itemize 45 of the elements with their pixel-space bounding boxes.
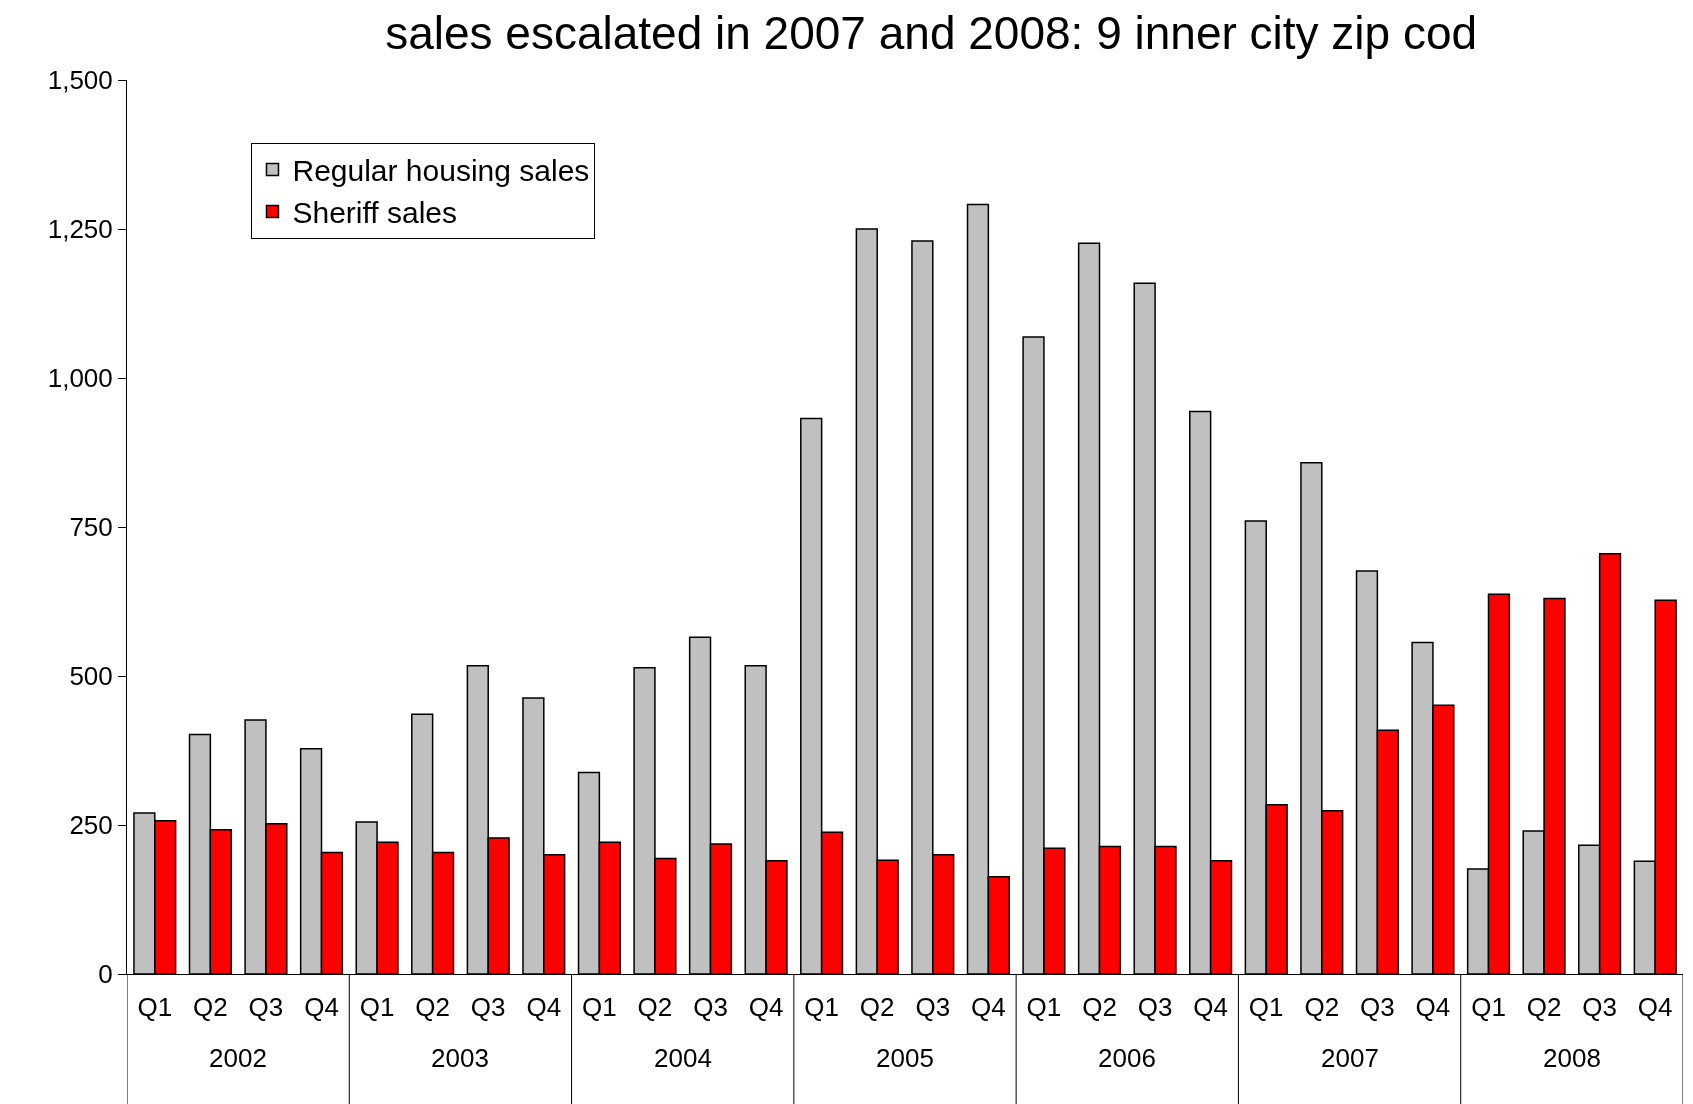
text: 2008 xyxy=(1543,1043,1601,1073)
x-tick-label: Q4 xyxy=(526,992,562,1023)
x-tick-label: Q1 xyxy=(1248,992,1284,1023)
x-tick-label: Q1 xyxy=(582,992,617,1023)
y-tick-label: 250 xyxy=(69,810,113,841)
chart-title: sales escalated in 2007 and 2008: 9 inner city zip cod xyxy=(385,6,1478,59)
x-tick-label: Q4 xyxy=(1415,992,1451,1023)
legend-label: Sheriff sales xyxy=(292,196,458,230)
text: 2002 xyxy=(209,1043,267,1073)
x-tick-label: Q2 xyxy=(1304,992,1340,1023)
x-tick-label: Q1 xyxy=(359,992,395,1023)
x-tick-label: Q4 xyxy=(1637,992,1673,1023)
y-tick-label: 0 xyxy=(98,959,113,990)
x-tick-label: Q3 xyxy=(915,992,951,1023)
x-tick-label: Q3 xyxy=(1137,992,1173,1023)
x-tick-label: Q3 xyxy=(248,992,284,1023)
legend-label: Regular housing sales xyxy=(292,154,590,188)
x-tick-label: Q1 xyxy=(1026,992,1062,1023)
x-tick-label: Q2 xyxy=(415,992,450,1023)
x-tick-label: Q1 xyxy=(1471,992,1506,1023)
y-tick-label: 750 xyxy=(69,512,113,543)
y-tick-label: 1,250 xyxy=(47,214,113,245)
text: 2006 xyxy=(1098,1043,1156,1073)
text: 2007 xyxy=(1321,1043,1379,1073)
x-tick-label: Q2 xyxy=(859,992,895,1023)
x-tick-label: Q3 xyxy=(1582,992,1617,1023)
x-tick-label: Q2 xyxy=(1082,992,1117,1023)
x-tick-label: Q3 xyxy=(1360,992,1395,1023)
x-tick-label: Q2 xyxy=(637,992,673,1023)
text: 2003 xyxy=(431,1043,489,1073)
x-tick-label: Q4 xyxy=(971,992,1006,1023)
y-tick-label: 500 xyxy=(69,661,113,692)
x-tick-label: Q1 xyxy=(137,992,173,1023)
y-tick-label: 1,000 xyxy=(47,363,113,394)
text: 2005 xyxy=(876,1043,934,1073)
x-tick-label: Q3 xyxy=(470,992,506,1023)
y-tick-label: 1,500 xyxy=(47,65,113,96)
x-tick-label: Q2 xyxy=(1526,992,1562,1023)
x-tick-label: Q1 xyxy=(804,992,839,1023)
x-tick-label: Q3 xyxy=(693,992,728,1023)
x-tick-label: Q4 xyxy=(1193,992,1228,1023)
x-tick-label: Q4 xyxy=(304,992,339,1023)
x-tick-label: Q4 xyxy=(748,992,784,1023)
x-tick-label: Q2 xyxy=(193,992,228,1023)
text: 2004 xyxy=(654,1043,712,1073)
